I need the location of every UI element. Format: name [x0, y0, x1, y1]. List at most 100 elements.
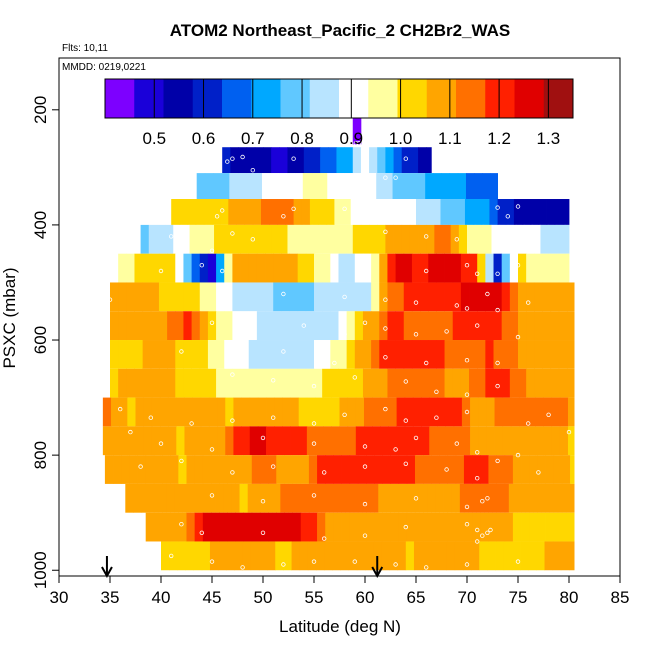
sample-point	[342, 332, 347, 337]
heat-cell	[340, 541, 350, 571]
heat-cell	[308, 455, 318, 484]
heat-cell	[199, 368, 209, 398]
heat-cell	[235, 455, 245, 484]
heat-cell	[297, 282, 307, 312]
heat-cell	[226, 541, 235, 571]
heat-cell	[354, 282, 364, 312]
x-tick-label: 65	[407, 588, 426, 607]
heat-cell	[379, 340, 388, 369]
sample-point	[311, 421, 317, 426]
heat-cell	[378, 483, 387, 513]
heat-cell	[215, 483, 224, 513]
heat-cell	[200, 397, 210, 427]
heat-cell	[371, 368, 380, 398]
heat-cell	[393, 224, 403, 254]
heat-cell	[308, 512, 318, 542]
heat-cell	[178, 455, 187, 484]
heat-cell	[429, 426, 438, 456]
heat-cell	[385, 147, 394, 174]
heat-cell	[558, 311, 568, 341]
heat-cell	[494, 397, 504, 427]
heat-cell	[490, 173, 498, 200]
heat-cell	[422, 541, 431, 571]
sample-point	[281, 291, 286, 297]
heat-cell	[385, 224, 394, 254]
heat-cell	[248, 340, 258, 369]
heat-cell	[362, 368, 372, 398]
sample-point	[475, 539, 480, 544]
sample-point	[464, 504, 470, 510]
heat-cell	[224, 253, 233, 283]
sample-point	[158, 441, 164, 446]
heat-cell	[501, 311, 511, 341]
sample-point	[383, 406, 388, 412]
heat-cell	[279, 147, 288, 174]
sample-point	[281, 214, 286, 219]
heat-cell	[400, 173, 410, 200]
heat-cell	[118, 253, 127, 283]
sample-point	[475, 476, 480, 481]
heat-cell	[177, 541, 186, 571]
heat-cell	[271, 224, 280, 254]
heat-cell	[493, 340, 503, 369]
heat-cell	[395, 282, 405, 312]
sample-point	[464, 562, 470, 567]
heat-cell	[183, 340, 192, 369]
heat-cell	[227, 455, 236, 484]
sample-point	[179, 458, 184, 464]
heat-cell	[245, 173, 255, 200]
heat-cell	[425, 173, 434, 200]
heat-cell	[118, 282, 127, 312]
heat-cell	[379, 253, 388, 283]
heat-cell	[371, 282, 380, 312]
heat-cell	[248, 368, 258, 398]
heat-cell	[532, 224, 541, 254]
heat-cell	[469, 340, 478, 369]
heat-cell	[448, 199, 458, 225]
heat-cell	[469, 253, 478, 283]
sample-point	[362, 320, 368, 325]
heat-cell	[464, 199, 474, 225]
heat-cell	[426, 224, 435, 254]
heat-cell	[463, 455, 473, 484]
heat-cell	[366, 455, 375, 484]
heat-cell	[362, 253, 372, 283]
heat-cell	[384, 173, 393, 200]
heat-cell	[171, 199, 180, 225]
heat-cell	[411, 311, 421, 341]
heat-cell	[176, 397, 185, 427]
heat-cell	[277, 199, 286, 225]
heat-cell	[121, 455, 130, 484]
heat-cell	[460, 368, 470, 398]
heat-cell	[134, 340, 144, 369]
sample-point	[464, 358, 470, 363]
sample-point	[393, 175, 398, 180]
heat-cell	[230, 147, 239, 174]
heat-cell	[485, 311, 494, 341]
colorbar-swatch	[105, 79, 135, 118]
heat-cell	[482, 173, 491, 200]
heat-cell	[305, 368, 315, 398]
heat-cell	[452, 368, 462, 398]
sample-point	[495, 383, 500, 389]
heat-cell	[349, 455, 359, 484]
heat-cell	[403, 253, 413, 283]
heat-cell	[434, 224, 443, 254]
heat-cell	[341, 455, 351, 484]
heat-cell	[534, 340, 543, 369]
heat-cell	[167, 282, 176, 312]
heat-cell	[298, 426, 308, 456]
heat-cell	[232, 340, 241, 369]
heat-cell	[149, 483, 159, 513]
heat-cell	[411, 368, 421, 398]
heat-cell	[216, 253, 225, 283]
heat-cell	[428, 282, 437, 312]
heat-cell	[403, 368, 413, 398]
heat-cell	[565, 483, 575, 513]
colorbar-swatch	[339, 79, 369, 118]
heat-cell	[566, 282, 575, 312]
heat-cell	[280, 483, 289, 513]
colorbar-swatch	[426, 79, 457, 118]
heat-cell	[276, 512, 285, 542]
heat-cell	[217, 397, 226, 427]
